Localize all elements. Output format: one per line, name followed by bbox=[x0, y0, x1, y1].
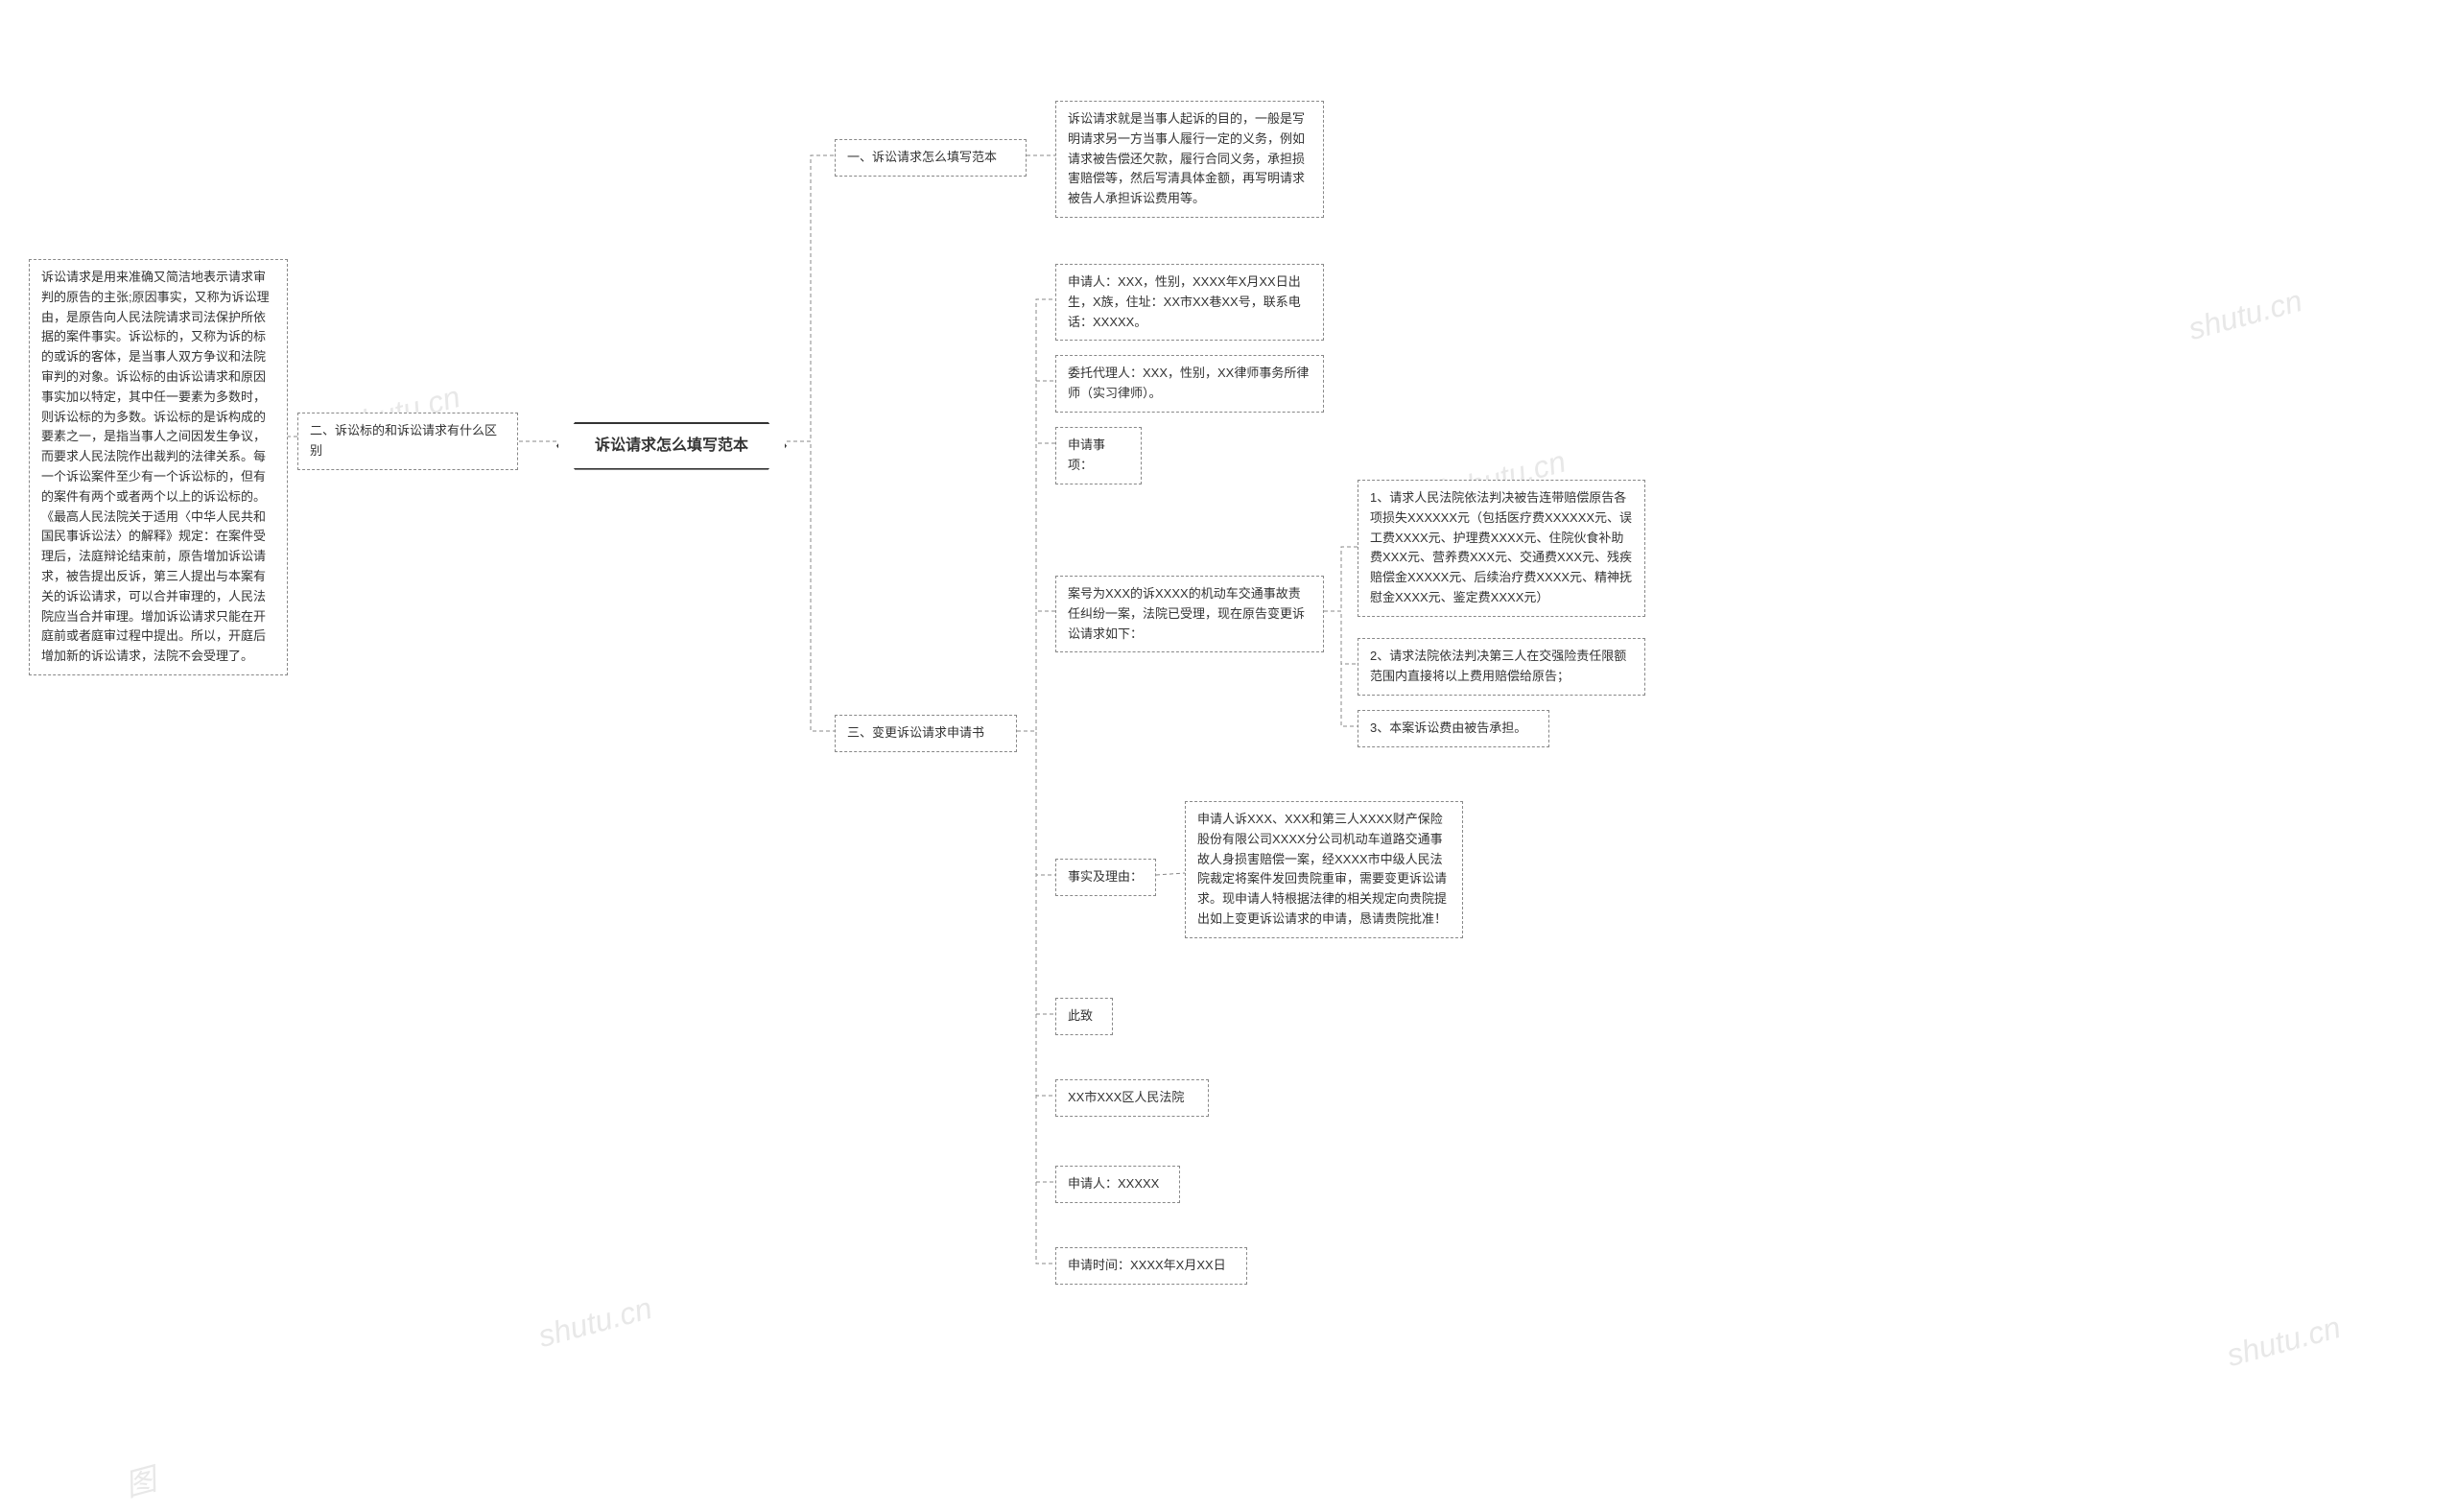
watermark: shutu.cn bbox=[2223, 1310, 2344, 1374]
node-request-3: 3、本案诉讼费由被告承担。 bbox=[1358, 710, 1549, 747]
node-section-1: 一、诉讼请求怎么填写范本 bbox=[835, 139, 1027, 177]
watermark: 图 bbox=[120, 1455, 161, 1506]
node-facts-text: 申请人诉XXX、XXX和第三人XXXX财产保险股份有限公司XXXX分公司机动车道… bbox=[1185, 801, 1463, 938]
center-node: 诉讼请求怎么填写范本 bbox=[556, 422, 787, 470]
node-request-1: 1、请求人民法院依法判决被告连带赔偿原告各项损失XXXXXX元（包括医疗费XXX… bbox=[1358, 480, 1645, 617]
node-section-2-text: 诉讼请求是用来准确又简洁地表示请求审判的原告的主张;原因事实，又称为诉讼理由，是… bbox=[29, 259, 288, 675]
node-signer: 申请人：XXXXX bbox=[1055, 1166, 1180, 1203]
node-date: 申请时间：XXXX年X月XX日 bbox=[1055, 1247, 1247, 1285]
node-cizhi: 此致 bbox=[1055, 998, 1113, 1035]
node-matter: 申请事项： bbox=[1055, 427, 1142, 484]
mindmap-connections bbox=[0, 0, 2456, 1512]
node-request-2: 2、请求法院依法判决第三人在交强险责任限额范围内直接将以上费用赔偿给原告； bbox=[1358, 638, 1645, 696]
node-case: 案号为XXX的诉XXXX的机动车交通事故责任纠纷一案，法院已受理，现在原告变更诉… bbox=[1055, 576, 1324, 652]
node-court: XX市XXX区人民法院 bbox=[1055, 1079, 1209, 1117]
node-section-1-text: 诉讼请求就是当事人起诉的目的，一般是写明请求另一方当事人履行一定的义务，例如请求… bbox=[1055, 101, 1324, 218]
node-section-2: 二、诉讼标的和诉讼请求有什么区别 bbox=[297, 413, 518, 470]
node-applicant: 申请人：XXX，性别，XXXX年X月XX日出生，X族，住址：XX市XX巷XX号，… bbox=[1055, 264, 1324, 341]
node-section-3: 三、变更诉讼请求申请书 bbox=[835, 715, 1017, 752]
node-facts-label: 事实及理由： bbox=[1055, 859, 1156, 896]
watermark: shutu.cn bbox=[534, 1290, 655, 1355]
watermark: shutu.cn bbox=[2184, 283, 2305, 347]
node-agent: 委托代理人：XXX，性别，XX律师事务所律师（实习律师）。 bbox=[1055, 355, 1324, 413]
